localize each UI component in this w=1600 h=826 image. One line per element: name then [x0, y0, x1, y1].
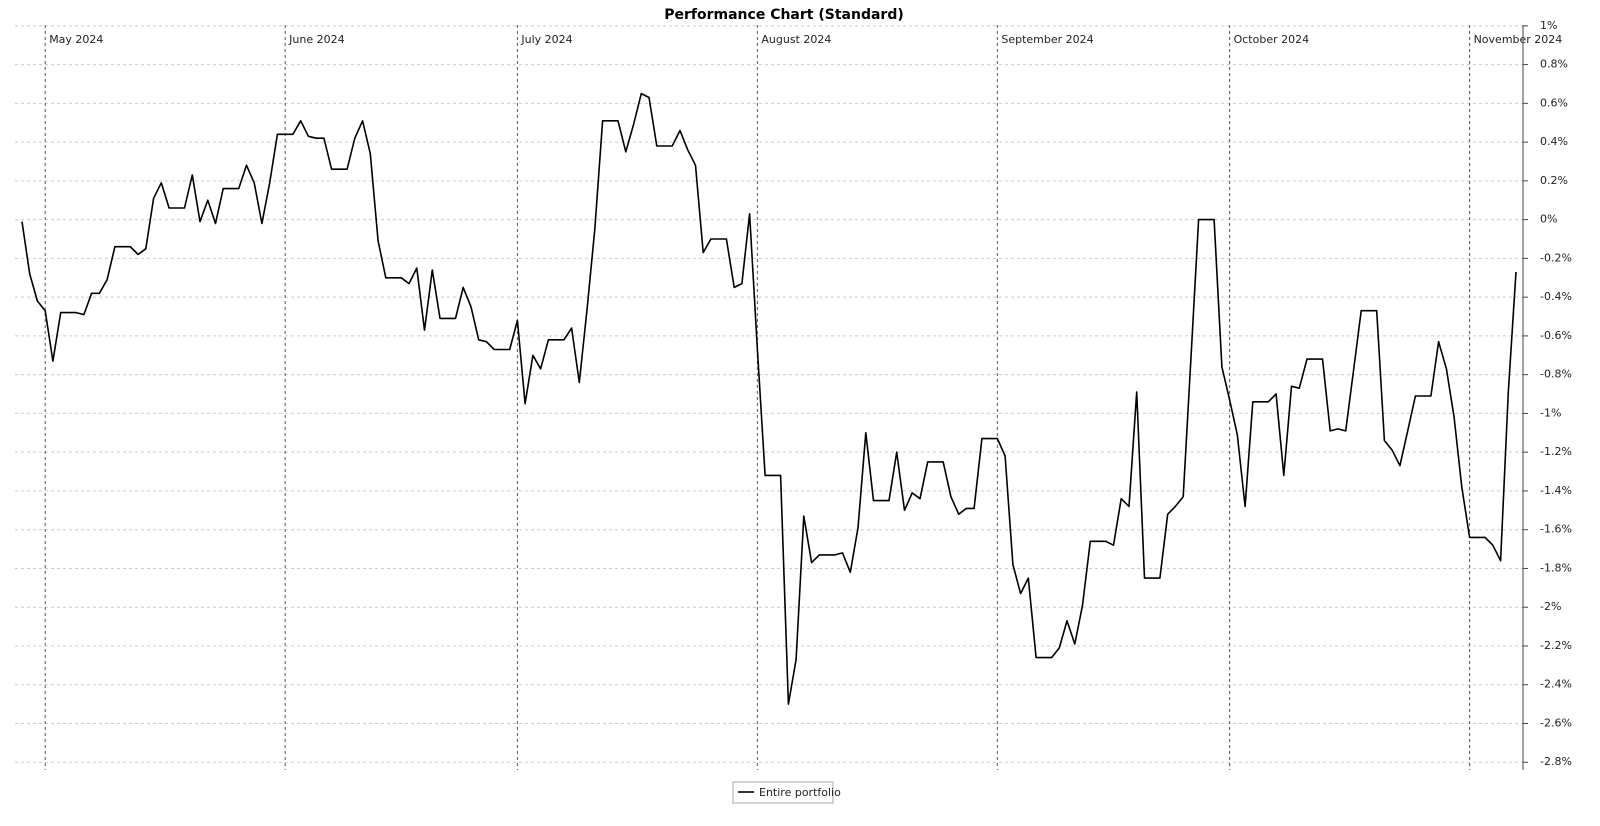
y-tick-label: 1% [1540, 19, 1557, 32]
x-tick-label: September 2024 [1001, 33, 1093, 46]
y-tick-label: -0.6% [1540, 329, 1572, 342]
y-tick-label: -1% [1540, 406, 1561, 419]
y-tick-label: -2% [1540, 600, 1561, 613]
y-tick-label: 0.4% [1540, 135, 1568, 148]
y-tick-label: 0.6% [1540, 96, 1568, 109]
y-tick-label: 0.8% [1540, 58, 1568, 71]
y-tick-label: -0.4% [1540, 290, 1572, 303]
x-tick-label: August 2024 [761, 33, 831, 46]
y-tick-label: -1.8% [1540, 561, 1572, 574]
series-line [21, 92, 1517, 705]
chart-title: Performance Chart (Standard) [664, 7, 903, 23]
y-tick-label: 0.2% [1540, 174, 1568, 187]
legend-label: Entire portfolio [759, 786, 841, 799]
y-tick-label: -2.4% [1540, 678, 1572, 691]
y-tick-label: -1.6% [1540, 523, 1572, 536]
y-tick-label: -1.2% [1540, 445, 1572, 458]
y-tick-label: -0.2% [1540, 251, 1572, 264]
y-tick-label: -2.6% [1540, 716, 1572, 729]
y-tick-label: -0.8% [1540, 368, 1572, 381]
x-tick-label: July 2024 [520, 33, 572, 46]
legend [732, 781, 834, 804]
x-tick-label: June 2024 [288, 33, 344, 46]
y-tick-label: -2.8% [1540, 755, 1572, 768]
y-tick-label: 0% [1540, 213, 1557, 226]
y-tick-label: -2.2% [1540, 639, 1572, 652]
y-tick-label: -1.4% [1540, 484, 1572, 497]
x-tick-label: October 2024 [1234, 33, 1310, 46]
x-tick-label: May 2024 [49, 33, 103, 46]
x-tick-label: November 2024 [1474, 33, 1563, 46]
